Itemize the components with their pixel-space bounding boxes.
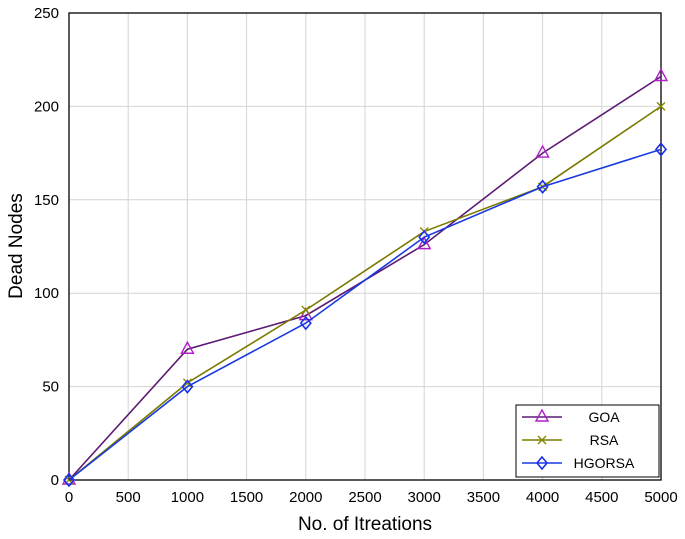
- y-tick-label: 100: [34, 285, 59, 302]
- y-tick-label: 0: [51, 472, 59, 489]
- x-tick-label: 3000: [408, 489, 441, 506]
- x-tick-label: 2500: [348, 489, 381, 506]
- legend-item-rsa: RSA: [522, 432, 619, 448]
- x-tick-label: 4500: [585, 489, 618, 506]
- x-tick-label: 4000: [526, 489, 559, 506]
- data-point-rsa: [656, 101, 666, 111]
- data-point-goa: [417, 236, 432, 250]
- data-point-goa: [535, 144, 550, 158]
- x-tick-label: 2000: [289, 489, 322, 506]
- legend-marker-rsa: [537, 435, 547, 445]
- y-tick-label: 250: [34, 5, 59, 22]
- x-tick-label: 500: [116, 489, 141, 506]
- y-tick-label: 200: [34, 98, 59, 115]
- y-tick-label: 150: [34, 192, 59, 209]
- data-point-hgorsa: [62, 472, 76, 488]
- data-point-hgorsa: [418, 229, 431, 245]
- legend-label-goa: GOA: [588, 409, 620, 425]
- x-tick-label: 0: [65, 489, 73, 506]
- data-point-goa: [180, 340, 195, 354]
- x-axis-label: No. of Itreations: [298, 514, 432, 535]
- data-point-hgorsa: [299, 315, 312, 331]
- legend-item-goa: GOA: [522, 408, 620, 425]
- data-point-rsa: [301, 305, 311, 315]
- series-layer: [61, 68, 669, 488]
- y-tick-label: 50: [42, 379, 59, 396]
- series-line-rsa: [68, 105, 662, 481]
- legend-marker-goa: [534, 408, 550, 422]
- x-tick-label: 1500: [230, 489, 263, 506]
- data-point-hgorsa: [654, 142, 668, 157]
- x-tick-label: 3500: [467, 489, 500, 506]
- data-point-hgorsa: [181, 379, 194, 394]
- legend-item-hgorsa: HGORSA: [522, 455, 635, 471]
- data-point-goa: [298, 307, 313, 321]
- x-tick-label: 1000: [171, 489, 204, 506]
- data-point-hgorsa: [536, 179, 549, 194]
- legend-label-hgorsa: HGORSA: [574, 455, 635, 471]
- data-point-goa: [653, 68, 669, 82]
- legend: GOA RSA HGORSA: [515, 404, 660, 478]
- legend-marker-hgorsa: [535, 455, 549, 471]
- x-tick-label: 5000: [644, 489, 677, 506]
- tick-labels: 0 500 1000 1500 2000 2500 3000 3500 4000 4500 5000…: [34, 5, 678, 506]
- legend-label-rsa: RSA: [590, 432, 619, 448]
- y-axis-label: Dead Nodes: [6, 193, 27, 299]
- plot-area: [68, 12, 662, 481]
- series-hgorsa: [62, 142, 668, 488]
- series-line-hgorsa: [68, 148, 662, 481]
